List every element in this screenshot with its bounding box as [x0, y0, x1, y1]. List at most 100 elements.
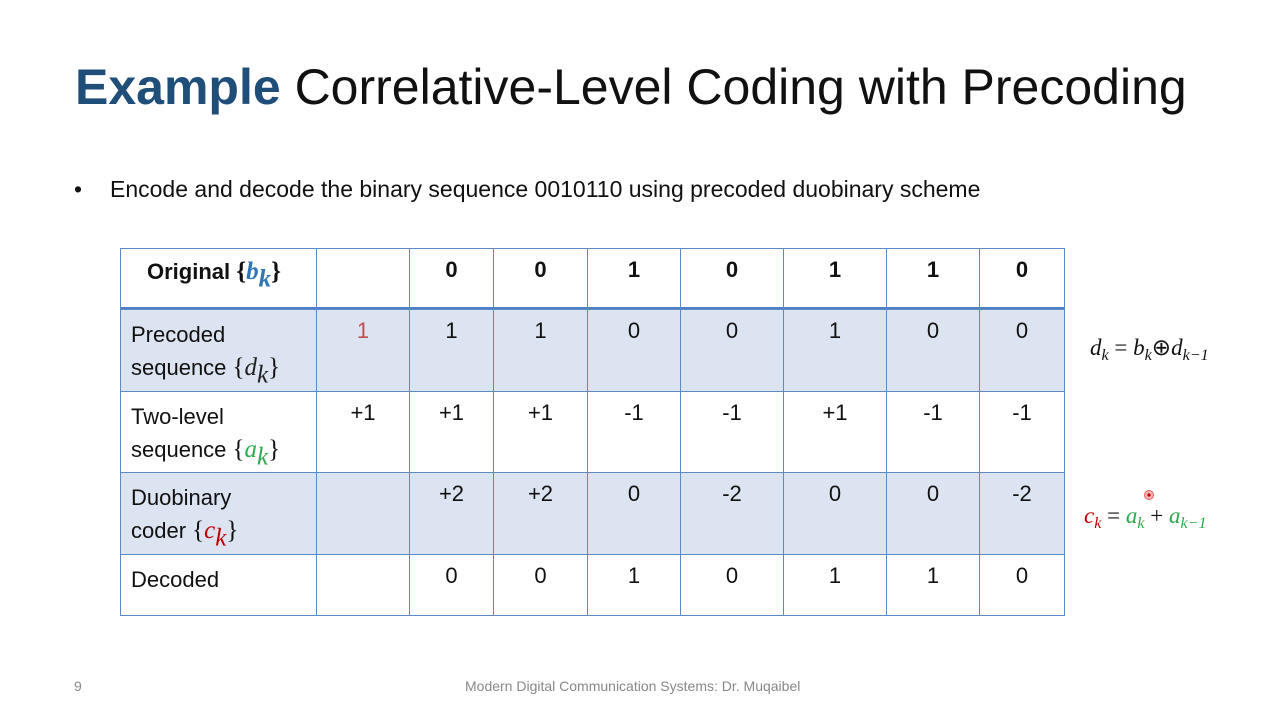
formula: dk = bk⊕dk−1 — [1090, 335, 1209, 365]
formula-subscript: k — [1144, 346, 1152, 364]
label-line: Precoded — [131, 318, 316, 351]
formula-variable: c — [1084, 503, 1095, 528]
cell-value: 1 — [534, 318, 547, 343]
cell: 1 — [783, 554, 887, 616]
cell: -2 — [680, 472, 784, 555]
cell-value: -1 — [722, 400, 742, 425]
cell: -1 — [886, 391, 980, 473]
brace: { — [232, 436, 245, 463]
label-text: sequence — [131, 355, 227, 380]
cell-value: 1 — [926, 563, 940, 588]
formula-symbol: ⊕ — [1151, 335, 1172, 360]
formula-symbol: = — [1101, 503, 1126, 528]
cell: +2 — [409, 472, 494, 555]
formula-subscript: k — [1101, 346, 1109, 364]
cell: 1 — [587, 554, 681, 616]
cell: +1 — [409, 391, 494, 473]
cell: 0 — [680, 248, 784, 310]
brace: { — [232, 354, 245, 381]
cell-value: -1 — [1012, 400, 1032, 425]
cell: 1 — [783, 248, 887, 310]
label-text: Decoded — [131, 567, 220, 592]
cell-value: 1 — [627, 257, 641, 282]
cell-value: 1 — [926, 257, 940, 282]
title-text: Correlative-Level Coding with Precoding — [294, 59, 1187, 115]
cell-value: 0 — [725, 257, 739, 282]
cell-value: 1 — [828, 257, 842, 282]
cell: 0 — [979, 554, 1065, 616]
cell: -1 — [587, 391, 681, 473]
cell: 0 — [409, 554, 494, 616]
cell-value: 0 — [627, 481, 641, 506]
cell: 0 — [979, 309, 1065, 392]
title: Example Correlative-Level Coding with Pr… — [75, 58, 1187, 116]
cell: 0 — [783, 472, 887, 555]
formula-variable: d — [1171, 335, 1183, 360]
cell-value: 0 — [1015, 563, 1029, 588]
cell-value: 1 — [356, 318, 370, 343]
formula-symbol: + — [1144, 503, 1169, 528]
label-line: sequence {dk} — [131, 351, 316, 392]
cell: +1 — [316, 391, 410, 473]
formula-variable: a — [1169, 503, 1181, 528]
cell-value: 0 — [627, 318, 641, 343]
variable: d — [244, 354, 258, 381]
page-number: 9 — [74, 678, 82, 694]
cell: 0 — [409, 248, 494, 310]
cell-value: +2 — [527, 481, 554, 506]
subscript: k — [257, 361, 269, 389]
cell-value: -2 — [1012, 481, 1032, 506]
cell: 1 — [886, 554, 980, 616]
brace: } — [226, 517, 239, 544]
bullet-text: Encode and decode the binary sequence 00… — [110, 176, 981, 202]
cell: 0 — [680, 554, 784, 616]
cell-value: 1 — [627, 563, 641, 588]
formula-variable: d — [1090, 335, 1102, 360]
cell: -1 — [979, 391, 1065, 473]
cell-value: 0 — [725, 318, 739, 343]
label-line: Two-level — [131, 400, 316, 433]
cell — [316, 554, 410, 616]
subscript: k — [215, 524, 227, 552]
formula: ck = ak + ak−1 — [1084, 503, 1207, 533]
label-text: Duobinary — [131, 485, 232, 510]
cell — [316, 248, 410, 310]
formula-subscript: k — [1137, 514, 1145, 532]
formula-variable: a — [1125, 503, 1138, 528]
label-text: Precoded — [131, 322, 226, 347]
cell-value: -1 — [923, 400, 943, 425]
label-line: Duobinary — [131, 481, 316, 514]
cell-value: +2 — [438, 481, 465, 506]
cell-value: 1 — [828, 318, 842, 343]
cell-value: 0 — [926, 318, 940, 343]
bullet-dot: • — [74, 176, 83, 202]
subscript: k — [257, 443, 269, 471]
cell: 0 — [493, 248, 588, 310]
cell: 1 — [493, 309, 588, 392]
cell-value: 0 — [725, 563, 739, 588]
brace: } — [268, 354, 281, 381]
row-label: Duobinary coder {ck} — [120, 472, 317, 555]
label-line: coder {ck} — [131, 514, 316, 555]
formula-subscript: k — [1094, 514, 1102, 532]
cell-value: 1 — [445, 318, 458, 343]
label-text: Original — [147, 259, 231, 284]
cell: 1 — [783, 309, 887, 392]
cell: 0 — [587, 472, 681, 555]
cell-value: 0 — [534, 257, 547, 282]
footer: Modern Digital Communication Systems: Dr… — [465, 678, 801, 694]
cell-value: 0 — [1015, 257, 1029, 282]
cell: 0 — [493, 554, 588, 616]
title-highlight: Example — [75, 59, 281, 115]
cell-value: 0 — [828, 481, 842, 506]
cell: 0 — [886, 309, 980, 392]
cell: 1 — [886, 248, 980, 310]
cell: 1 — [316, 309, 410, 392]
label-line: Decoded — [131, 563, 316, 596]
cell: 0 — [979, 248, 1065, 310]
cell: -1 — [680, 391, 784, 473]
cell-value: 0 — [445, 563, 458, 588]
cell-value: -2 — [722, 481, 742, 506]
cell: -2 — [979, 472, 1065, 555]
